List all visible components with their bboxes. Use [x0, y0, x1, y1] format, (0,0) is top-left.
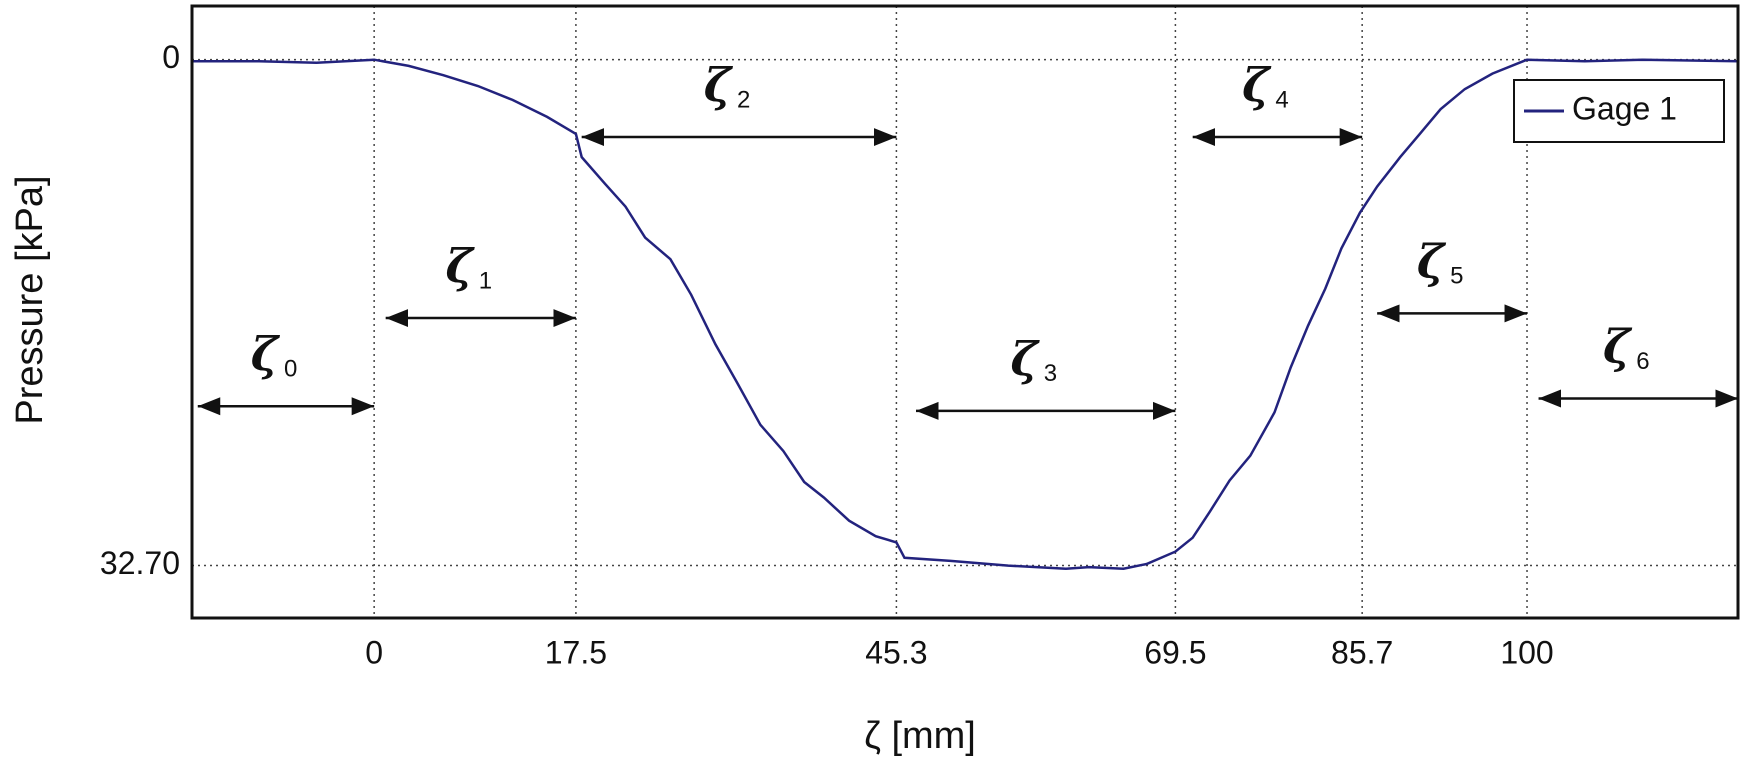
annotation-symbol: ζ: [704, 58, 734, 112]
legend-label: Gage 1: [1572, 90, 1677, 126]
x-tick-label: 17.5: [545, 634, 607, 670]
x-tick-label: 45.3: [865, 634, 927, 670]
annotation-subscript: 6: [1636, 348, 1649, 375]
y-axis-label: Pressure [kPa]: [9, 175, 51, 424]
annotation-subscript: 2: [737, 86, 750, 113]
annotation-subscript: 5: [1450, 263, 1463, 290]
annotation-subscript: 1: [479, 267, 492, 294]
x-tick-label: 69.5: [1144, 634, 1206, 670]
y-tick-label: 32.70: [100, 545, 180, 581]
annotation-subscript: 0: [284, 356, 297, 383]
x-axis-label: ζ [mm]: [864, 715, 976, 757]
y-tick-label: 0: [162, 39, 180, 75]
data-line: [192, 58, 1739, 570]
x-tick-label: 100: [1500, 634, 1553, 670]
annotation-symbol: ζ: [1242, 58, 1272, 112]
annotation-symbol: ζ: [446, 239, 476, 293]
annotation-symbol: ζ: [251, 327, 281, 381]
x-tick-label: 0: [365, 634, 383, 670]
annotation-subscript: 4: [1275, 86, 1288, 113]
x-tick-label: 85.7: [1331, 634, 1393, 670]
annotation-subscript: 3: [1044, 360, 1057, 387]
annotation-symbol: ζ: [1417, 234, 1447, 288]
annotation-symbol: ζ: [1603, 319, 1633, 373]
annotation-symbol: ζ: [1010, 332, 1040, 386]
plot-frame: [190, 4, 1740, 620]
